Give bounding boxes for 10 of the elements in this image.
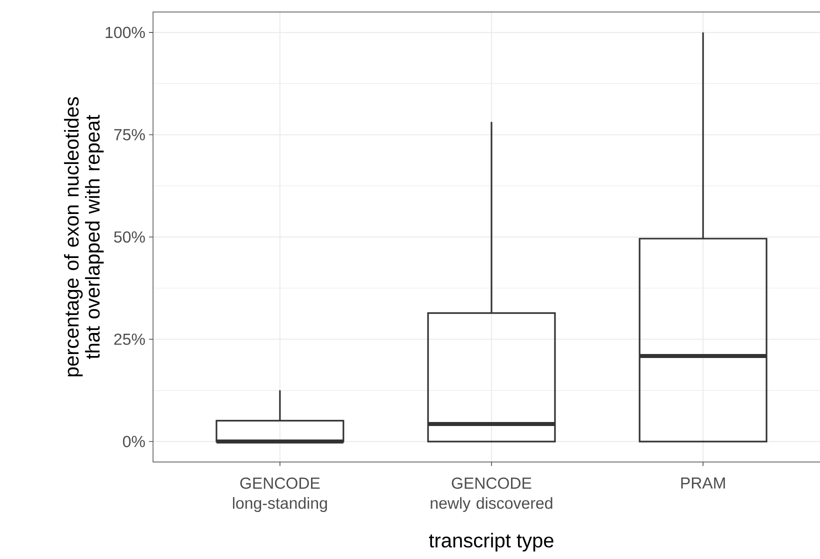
x-axis-title: transcript type: [428, 532, 554, 552]
y-tick-label: 75%: [114, 129, 145, 140]
x-tick-label: GENCODE newly discovered: [430, 478, 552, 512]
y-tick-label: 0%: [122, 436, 145, 448]
y-tick-label: 25%: [114, 334, 145, 345]
y-tick-label: 50%: [114, 231, 145, 243]
y-axis-title: percentage of exon nucleotides that overlapped with repeat: [64, 97, 104, 376]
x-tick-label: PRAM: [681, 478, 725, 489]
x-tick-label: GENCODE long-standing: [232, 478, 327, 512]
y-tick-label: 100%: [106, 26, 145, 38]
